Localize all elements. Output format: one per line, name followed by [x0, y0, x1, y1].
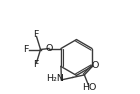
Text: O: O — [45, 44, 53, 53]
Text: O: O — [92, 61, 99, 70]
Text: H₂N: H₂N — [46, 74, 64, 83]
Text: F: F — [33, 30, 38, 39]
Text: F: F — [23, 45, 29, 54]
Text: HO: HO — [82, 83, 96, 92]
Text: F: F — [33, 60, 38, 69]
